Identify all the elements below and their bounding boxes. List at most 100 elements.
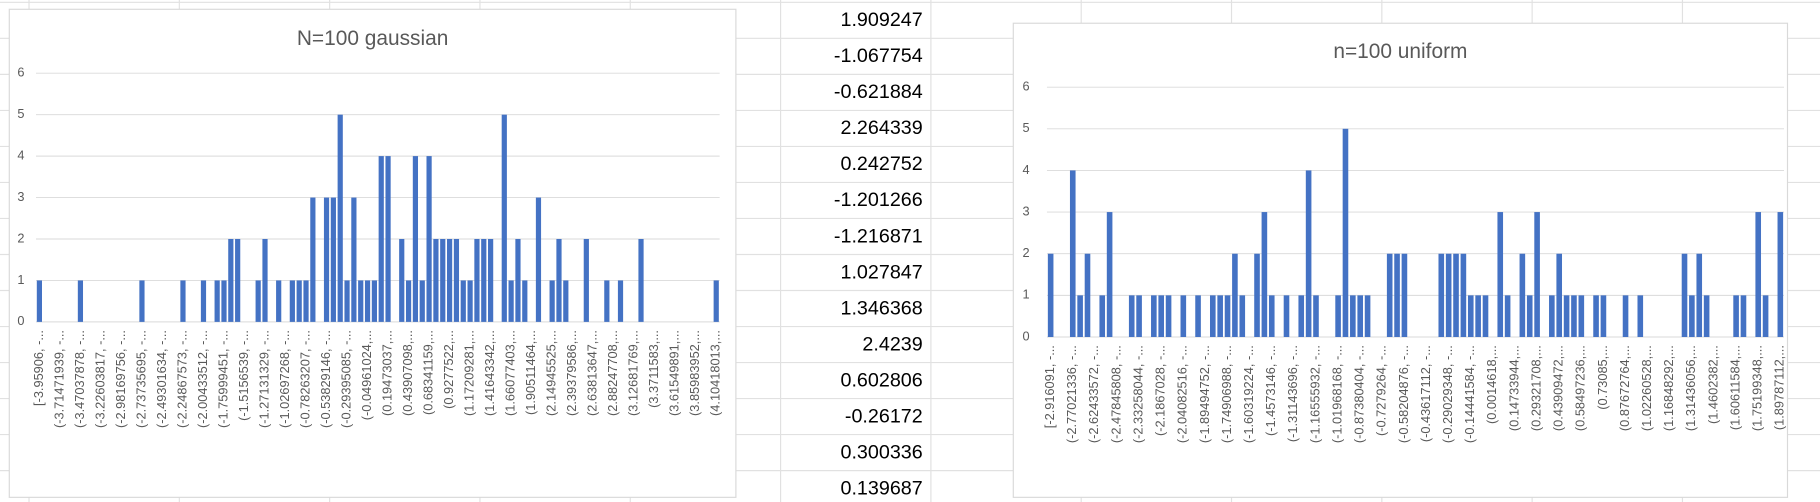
x-tick-label: (1.90511464,... [523, 330, 538, 415]
cell-value: 1.027847 [840, 261, 922, 283]
bar [323, 197, 330, 322]
chart-area [1012, 22, 1789, 498]
bar [385, 156, 391, 322]
bar [549, 280, 555, 322]
bar [1637, 295, 1644, 337]
bar [1740, 295, 1747, 337]
bar [378, 156, 384, 322]
y-tick-label: 4 [1023, 162, 1030, 177]
bar [276, 280, 282, 322]
bar [1622, 295, 1629, 337]
bar [371, 280, 377, 322]
x-tick-label: (-1.02697268, -... [277, 330, 292, 428]
x-tick-label: (-2.49301634, -... [154, 330, 169, 428]
bar [1497, 212, 1504, 337]
x-tick-label: (2.14945525,... [544, 330, 559, 416]
cell-value: 0.602806 [840, 369, 922, 391]
x-tick-label: (0.43907098,... [400, 330, 415, 416]
bar [1563, 295, 1570, 337]
y-tick-label: 6 [17, 65, 24, 80]
bar [351, 197, 357, 322]
x-tick-label: (-2.62433572, -... [1086, 345, 1101, 443]
y-tick-label: 2 [17, 230, 24, 245]
bar [1084, 253, 1091, 337]
bar [337, 114, 343, 322]
cell-value: 0.300336 [840, 441, 922, 463]
x-tick-label: (-2.1867028, -... [1153, 345, 1168, 436]
bar [488, 238, 494, 322]
bar [1106, 212, 1113, 337]
x-tick-label: (-3.47037878, -... [72, 330, 87, 428]
bar [1482, 295, 1489, 337]
x-tick-label: (-0.04961024,... [359, 330, 374, 420]
x-tick-label: (1.17209281,... [461, 330, 476, 416]
bar [1681, 253, 1688, 337]
bar [1504, 295, 1511, 337]
bar [713, 280, 719, 322]
bar [426, 156, 432, 322]
bar [522, 280, 528, 322]
x-tick-label: (-2.73735695, -... [133, 330, 148, 428]
bar [1364, 295, 1371, 337]
x-tick-label: (3.12681769,... [626, 330, 641, 416]
bar [1438, 253, 1445, 337]
bar [1762, 295, 1769, 337]
bar [474, 238, 480, 322]
bar [1519, 253, 1526, 337]
bar [399, 238, 405, 322]
bar [1445, 253, 1452, 337]
x-tick-label: (4.10418013,... [708, 330, 723, 416]
bar [139, 280, 145, 322]
bar [446, 238, 453, 322]
x-tick-label: (1.60611584,... [1727, 345, 1742, 430]
bar [460, 280, 466, 322]
x-tick-label: (1.4602382,... [1705, 345, 1720, 424]
x-tick-label: (-1.27131329, -... [256, 330, 271, 428]
bar [1526, 295, 1533, 337]
bar [235, 238, 241, 322]
x-tick-label: (-1.31143696, -... [1285, 345, 1300, 442]
bar [1165, 295, 1172, 337]
bar [515, 238, 521, 322]
x-tick-label: (0.9277522,... [441, 330, 456, 409]
bar [1335, 295, 1341, 337]
x-tick-label: (1.41643342,... [482, 330, 497, 416]
cell-value: 0.242752 [840, 153, 922, 175]
bar [501, 114, 507, 322]
bar [508, 280, 514, 322]
bar [563, 280, 569, 322]
bar [1158, 295, 1165, 337]
bar [405, 280, 412, 322]
cell-value: -0.621884 [834, 81, 923, 103]
x-tick-label: (-1.16555932, -... [1307, 345, 1322, 443]
bar [180, 280, 186, 322]
bar [1593, 295, 1599, 337]
y-tick-label: 1 [17, 272, 24, 287]
y-tick-label: 6 [1023, 79, 1030, 94]
bar [330, 197, 336, 322]
x-tick-label: (-0.87380404, -... [1352, 345, 1367, 443]
x-tick-label: (-2.24867573, -... [174, 330, 189, 428]
x-tick-label: (-0.53829146, -... [318, 330, 333, 428]
bar [1453, 253, 1459, 337]
x-tick-label: (2.88247708,... [605, 330, 620, 416]
x-tick-label: (-2.04082516, -... [1175, 345, 1190, 443]
bar [556, 238, 562, 322]
cell-value: -1.201266 [834, 189, 923, 211]
x-tick-label: (0.68341159,... [420, 330, 435, 415]
x-tick-label: (0.29321708,... [1528, 345, 1543, 431]
bar [1386, 253, 1393, 337]
cell-value: -1.216871 [834, 225, 923, 247]
bar [255, 280, 261, 322]
y-tick-label: 4 [17, 147, 24, 162]
x-tick-label: (-2.00433512, -... [195, 330, 210, 428]
x-tick-label: (-1.75999451, -... [215, 330, 230, 428]
bar [467, 280, 473, 322]
y-tick-label: 5 [1023, 120, 1030, 135]
bar [1305, 170, 1312, 337]
bar [1556, 253, 1563, 337]
x-tick-label: (1.16848292,... [1661, 345, 1676, 431]
y-tick-label: 3 [17, 189, 24, 204]
x-tick-label: (3.3711583,... [646, 330, 661, 408]
